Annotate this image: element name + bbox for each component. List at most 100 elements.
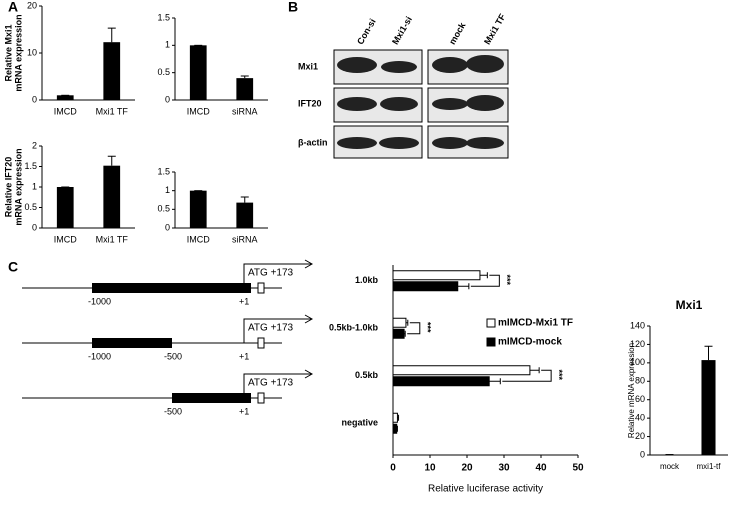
x-tick-label: mxi1-tf (697, 462, 722, 471)
position-label: +1 (239, 406, 249, 416)
y-tick-label: 120 (630, 339, 645, 349)
y-tick-label: 0 (32, 222, 37, 232)
y-axis-label: Relative IFT20 (3, 157, 13, 218)
legend-label: mIMCD-mock (498, 337, 562, 348)
y-tick-label: 0.5 (157, 204, 170, 214)
y-tick-label: 0.5 (157, 67, 170, 77)
bar (189, 190, 207, 228)
y-axis-label: mRNA expression (13, 148, 23, 225)
y-tick-label: 0 (640, 449, 645, 459)
y-tick-label: 100 (630, 357, 645, 367)
bar (189, 45, 207, 100)
position-label: -1000 (88, 296, 111, 306)
panel-label: C (8, 259, 18, 275)
x-axis-label: Relative luciferase activity (428, 484, 543, 495)
position-label: -1000 (88, 351, 111, 361)
bar (392, 376, 490, 387)
x-tick-label: 0 (390, 463, 396, 474)
y-tick-label: 1 (165, 40, 170, 50)
significance-label: *** (422, 322, 432, 333)
x-tick-label: IMCD (187, 106, 210, 116)
x-tick-label: 20 (461, 463, 473, 474)
y-tick-label: 140 (630, 320, 645, 330)
x-tick-label: IMCD (54, 106, 77, 116)
western-blot: Con-si Mxi1-si mock Mxi1 TF Mxi1 IFT20 β… (298, 12, 509, 159)
legend-swatch (486, 337, 496, 347)
x-tick-label: siRNA (232, 234, 258, 244)
bar (392, 412, 398, 423)
significance-bracket (502, 369, 552, 382)
bar (236, 78, 254, 100)
bar (56, 187, 74, 228)
bar (103, 165, 121, 228)
position-label: +1 (239, 351, 249, 361)
bar (392, 328, 405, 339)
error-bar (107, 155, 116, 166)
bar (236, 202, 254, 228)
y-tick-label: 60 (635, 394, 645, 404)
y-tick-label: 0 (165, 222, 170, 232)
error-bar (397, 414, 400, 421)
bar (103, 42, 121, 100)
error-bar (704, 345, 713, 361)
error-bar (107, 27, 116, 43)
x-tick-label: 40 (535, 463, 547, 474)
bar (56, 95, 74, 100)
x-tick-label: mock (660, 462, 680, 471)
category-label: negative (341, 418, 378, 428)
error-bar (529, 367, 540, 374)
y-tick-label: 80 (635, 376, 645, 386)
error-bar (405, 319, 409, 326)
y-axis-label: Relative Mxi1 (3, 24, 13, 81)
x-tick-label: 10 (424, 463, 436, 474)
y-tick-label: 1.5 (24, 161, 37, 171)
y-tick-label: 1 (165, 185, 170, 195)
x-tick-label: 30 (498, 463, 510, 474)
y-tick-label: 10 (27, 47, 37, 57)
x-tick-label: IMCD (187, 234, 210, 244)
lane-label: Mxi1-si (390, 15, 414, 46)
bar (392, 270, 481, 281)
bar (701, 360, 716, 455)
error-bar (489, 378, 501, 385)
atg-label: ATG +173 (248, 378, 294, 389)
bar (392, 365, 531, 376)
significance-bracket (470, 274, 500, 287)
category-label: 0.5kb-1.0kb (329, 323, 379, 333)
y-tick-label: 20 (635, 431, 645, 441)
x-tick-label: Mxi1 TF (96, 234, 129, 244)
bar (392, 281, 459, 292)
significance-bracket (407, 322, 421, 335)
error-bar (457, 283, 470, 290)
row-label: β-actin (298, 137, 328, 147)
legend-swatch (486, 318, 496, 328)
y-tick-label: 0 (165, 94, 170, 104)
atg-label: ATG +173 (248, 268, 294, 279)
y-axis-label: Relative mRNA expression (627, 343, 636, 438)
error-bar (240, 75, 249, 79)
lane-label: mock (447, 20, 468, 46)
y-axis-label: mRNA expression (13, 14, 23, 91)
panel-label: A (8, 0, 18, 15)
y-tick-label: 1.5 (157, 166, 170, 176)
y-tick-label: 1 (32, 181, 37, 191)
error-bar (396, 425, 398, 432)
error-bar (404, 330, 406, 337)
error-bar (479, 272, 488, 279)
lane-label: Con-si (355, 17, 378, 46)
x-tick-label: 50 (572, 463, 584, 474)
significance-label: *** (554, 369, 564, 380)
y-tick-label: 0.5 (24, 202, 37, 212)
row-label: IFT20 (298, 98, 322, 108)
position-label: +1 (239, 296, 249, 306)
y-tick-label: 1.5 (157, 12, 170, 22)
lane-label: Mxi1 TF (482, 12, 508, 46)
x-tick-label: siRNA (232, 106, 258, 116)
category-label: 1.0kb (355, 275, 379, 285)
panel-label: B (288, 0, 298, 15)
position-label: -500 (164, 351, 182, 361)
legend-label: mIMCD-Mxi1 TF (498, 318, 573, 329)
y-tick-label: 20 (27, 0, 37, 10)
error-bar (240, 196, 249, 203)
